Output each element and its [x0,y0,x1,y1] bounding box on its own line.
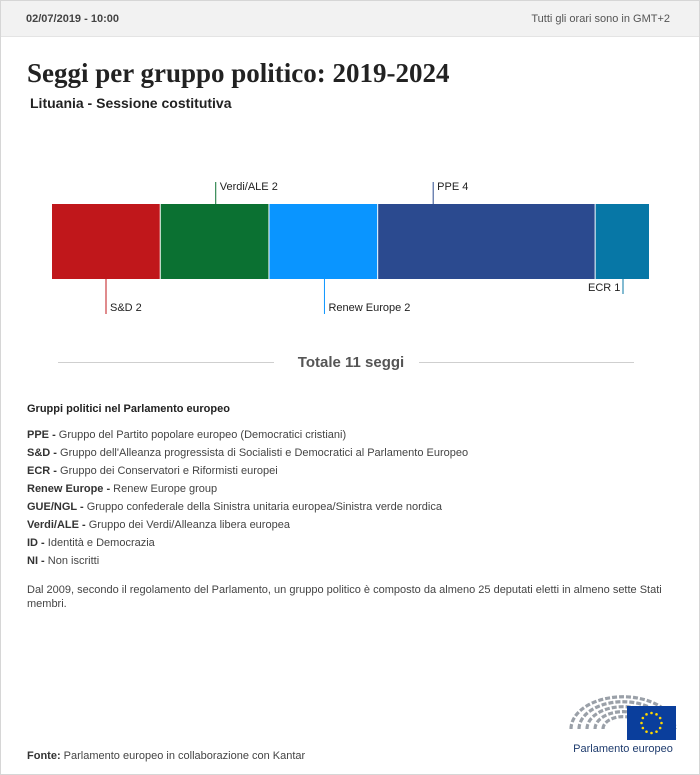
legend-item: Renew Europe - Renew Europe group [27,483,468,501]
legend-abbr: ECR - [27,465,57,477]
bar-segment-ppe [378,204,595,279]
legend-desc: Non iscritti [44,555,100,567]
rules-note: Dal 2009, secondo il regolamento del Par… [27,584,662,610]
legend-abbr: Renew Europe - [27,483,111,495]
bar-label-ecr: ECR 1 [588,282,620,294]
legend-item: S&D - Gruppo dell'Alleanza progressista … [27,447,468,465]
total-divider-left [58,362,274,363]
bar-segment-ecr [595,204,649,279]
hemicycle-arc [569,695,677,730]
legend-abbr: GUE/NGL - [27,501,84,513]
legend-abbr: PPE - [27,429,56,441]
eu-star [650,731,653,735]
bar-segment-verdi-ale [160,204,269,279]
eu-star [641,726,645,730]
total-divider-right [419,362,634,363]
total-seats: Totale 11 seggi [297,354,405,371]
eu-star [641,716,645,720]
legend-desc: Renew Europe group [110,483,218,495]
eu-star [640,721,643,725]
eu-star [660,721,663,725]
logo-text: Parlamento europeo [573,743,673,755]
source-line: Fonte: Parlamento europeo in collaborazi… [27,750,305,762]
bar-segment-renew-europe [269,204,378,279]
legend-item: GUE/NGL - Gruppo confederale della Sinis… [27,501,468,519]
legend-desc: Gruppo dell'Alleanza progressista di Soc… [56,447,469,459]
legend-desc: Gruppo dei Conservatori e Riformisti eur… [56,465,278,477]
legend-abbr: NI - [27,555,45,567]
legend-title: Gruppi politici nel Parlamento europeo [27,403,230,415]
source-label: Fonte: [27,750,61,762]
legend-abbr: ID - [27,537,45,549]
eu-star [650,711,653,715]
legend-desc: Gruppo del Partito popolare europeo (Dem… [55,429,347,441]
bar-label-ppe: PPE 4 [437,181,468,193]
legend-item: ECR - Gruppo dei Conservatori e Riformis… [27,465,468,483]
source-text: Parlamento europeo in collaborazione con… [63,750,306,762]
legend-item: Verdi/ALE - Gruppo dei Verdi/Alleanza li… [27,519,468,537]
chart-title: Seggi per gruppo politico: 2019-2024 [27,58,450,88]
seats-bar-chart: S&D 2 Verdi/ALE 2 Renew Europe 2 PPE 4 ECR 1 [52,181,649,314]
eu-star [655,713,658,716]
eu-star [645,730,648,733]
bar-label-renew-europe: Renew Europe 2 [328,302,410,314]
update-datetime: 02/07/2019 - 10:00 [26,13,119,25]
top-bar: 02/07/2019 - 10:00 Tutti gli orari sono … [1,1,699,37]
legend-desc: Identità e Democrazia [44,537,155,549]
bar-label-verdi-ale: Verdi/ALE 2 [220,181,278,193]
legend-desc: Gruppo confederale della Sinistra unitar… [83,501,442,513]
legend-abbr: S&D - [27,447,57,459]
legend-item: PPE - Gruppo del Partito popolare europe… [27,429,468,447]
european-parliament-logo-icon [569,695,677,740]
eu-star [645,713,648,716]
bar-segment-s-d [52,204,160,279]
eu-flag [627,706,676,740]
timezone-note: Tutti gli orari sono in GMT+2 [531,13,670,25]
eu-star [655,730,658,733]
chart-subtitle: Lituania - Sessione costitutiva [30,95,232,111]
bar-label-s-d: S&D 2 [110,302,142,314]
legend-item: NI - Non iscritti [27,555,468,573]
legend-item: ID - Identità e Democrazia [27,537,468,555]
eu-star [658,716,662,720]
eu-star [658,726,662,730]
legend-list: PPE - Gruppo del Partito popolare europe… [27,429,468,573]
legend-abbr: Verdi/ALE - [27,519,86,531]
hemicycle-arc [585,705,661,730]
legend-desc: Gruppo dei Verdi/Alleanza libera europea [85,519,290,531]
